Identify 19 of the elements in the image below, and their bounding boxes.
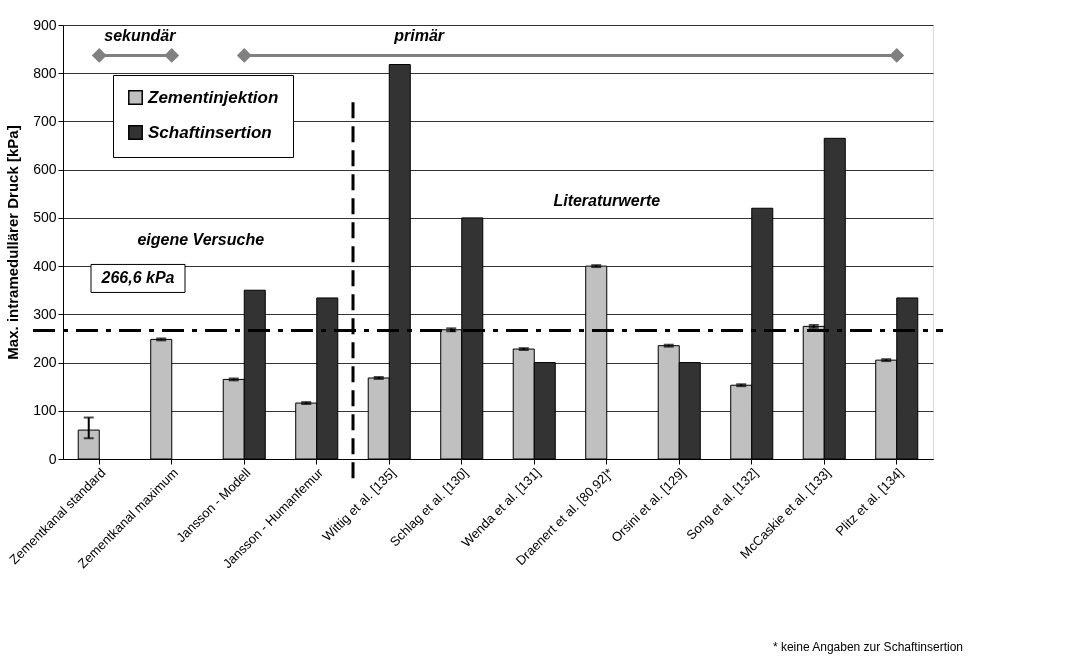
y-tick-label: 100 (33, 402, 57, 419)
annotation: eigene Versuche (137, 230, 265, 248)
series-label: sekundär (104, 27, 177, 45)
y-tick-label: 200 (33, 354, 57, 371)
legend-label: Zementinjektion (147, 87, 279, 107)
y-tick-label: 500 (33, 209, 57, 226)
legend-label: Schaftinsertion (148, 122, 272, 142)
y-tick-label: 800 (33, 64, 57, 81)
y-tick-label: 0 (48, 450, 57, 467)
ref-line-label: 266,6 kPa (100, 269, 175, 287)
y-tick-label: 700 (33, 112, 57, 129)
series-label: primär (393, 27, 445, 45)
annotation: Literaturwerte (553, 192, 661, 210)
y-tick-label: 300 (33, 305, 57, 322)
y-tick-label: 400 (33, 257, 57, 274)
y-axis-title: Max. intramedullärer Druck [kPa] (4, 125, 22, 360)
text: * keine Angaben zur Schaftinsertion (772, 640, 963, 654)
y-tick-label: 600 (33, 161, 57, 178)
y-tick-label: 900 (33, 16, 57, 33)
